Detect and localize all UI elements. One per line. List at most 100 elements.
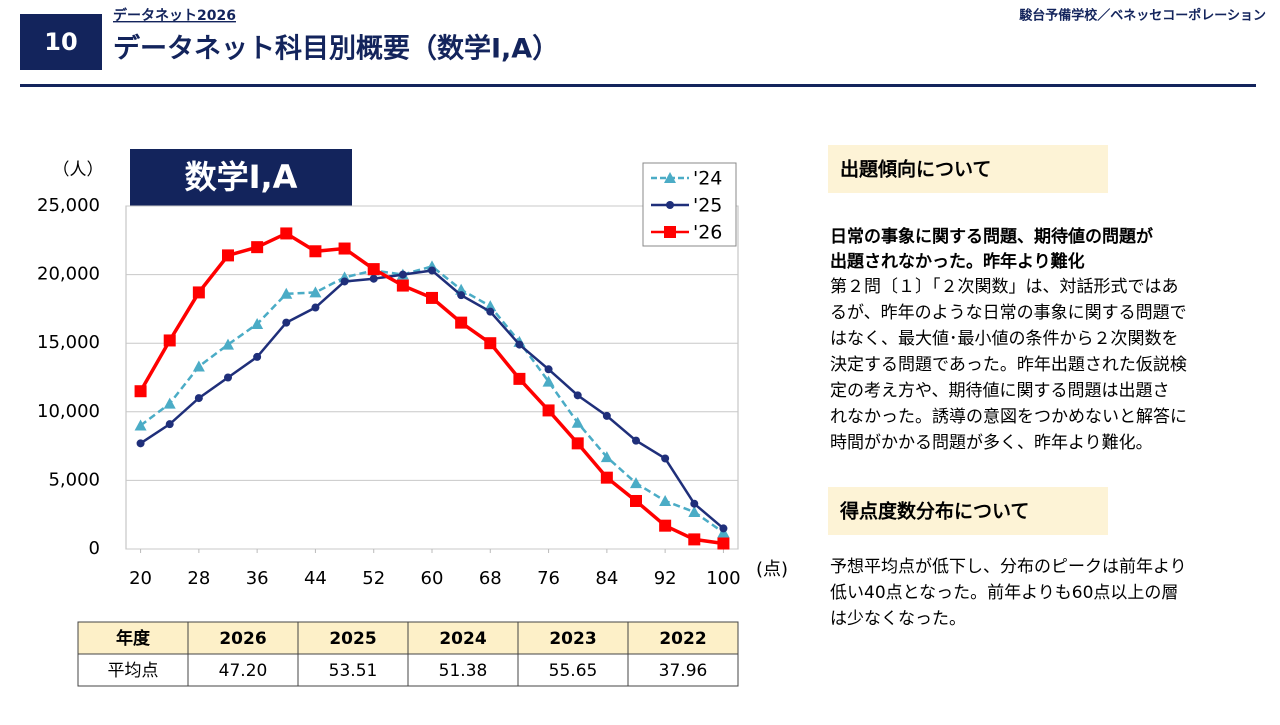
marker (163, 334, 176, 347)
marker (224, 373, 232, 382)
section-body: 低い40点となった。前年よりも60点以上の層 (830, 583, 1178, 603)
marker (661, 454, 670, 463)
marker (659, 519, 672, 532)
table-cell-text: 平均点 (108, 661, 159, 681)
marker (600, 451, 613, 463)
y-tick-label: 20,000 (37, 264, 100, 285)
section-heading: 得点度数分布について (839, 500, 1029, 523)
table-cell-text: 47.20 (219, 661, 268, 681)
line (139, 264, 725, 534)
marker (134, 419, 147, 431)
section-heading: 出題傾向について (840, 158, 991, 181)
marker (369, 274, 378, 283)
table-cell (627, 653, 739, 687)
legend-label: '24 (693, 168, 722, 190)
marker (280, 287, 293, 299)
marker (571, 437, 584, 450)
marker (136, 439, 145, 448)
marker (222, 249, 234, 262)
table-header-text: 2024 (439, 629, 486, 649)
table-header-text: 年度 (116, 628, 151, 649)
marker (338, 242, 351, 255)
marker (457, 291, 466, 300)
chart-title: 数学Ⅰ,A (185, 158, 298, 196)
source: 駿台予備学校／ベネッセコーポレーション (1019, 8, 1266, 24)
marker (690, 499, 699, 508)
y-tick-label: 15,000 (37, 332, 100, 353)
marker (426, 291, 438, 304)
section-body: 予想平均点が低下し、分布のピークは前年より (830, 557, 1187, 577)
x-tick-label: 68 (479, 568, 502, 589)
section-lead: 出題されなかった。昨年より難化 (830, 251, 1085, 272)
legend-marker (664, 172, 676, 183)
legend-marker (666, 201, 674, 209)
marker (163, 397, 176, 409)
x-tick-label: 28 (187, 568, 210, 589)
x-tick-label: 60 (421, 568, 444, 589)
slide-title: データネット科目別概要（数学Ⅰ,A） (113, 33, 559, 65)
x-tick-label: 36 (246, 568, 269, 589)
x-tick-label: 76 (537, 568, 560, 589)
marker (192, 286, 205, 299)
marker (632, 436, 640, 445)
marker (282, 318, 291, 327)
y-tick-label: 10,000 (37, 401, 100, 422)
table-cell-text: 55.65 (549, 661, 598, 681)
chart-title-box (130, 149, 352, 206)
marker (253, 352, 262, 361)
table-header-cell (297, 621, 409, 655)
marker (542, 375, 555, 387)
y-tick-label: 0 (89, 538, 100, 559)
legend-label: '26 (693, 222, 722, 244)
section-body: は少なくなった。 (830, 609, 966, 629)
section-body: るが、昨年のような日常の事象に関する問題で (830, 303, 1187, 323)
marker (659, 494, 672, 506)
marker (717, 537, 730, 550)
table-header-cell (187, 621, 299, 655)
x-tick-label: 100 (706, 568, 740, 589)
table-header-cell (77, 621, 189, 655)
marker (309, 245, 322, 258)
section-lead: 日常の事象に関する問題、期待値の問題が (830, 226, 1153, 247)
table-cell-text: 37.96 (659, 661, 708, 681)
marker (573, 391, 582, 400)
marker (484, 337, 497, 350)
marker (688, 505, 701, 517)
table-cell (77, 653, 189, 687)
marker (486, 307, 495, 316)
y-tick-label: 5,000 (48, 469, 100, 490)
x-tick-label: 44 (304, 568, 327, 589)
table-cell (297, 653, 409, 687)
marker (630, 477, 642, 489)
x-tick-label: 52 (362, 568, 385, 589)
x-tick-label: 92 (654, 568, 677, 589)
legend-label: '25 (693, 195, 722, 217)
marker (194, 394, 203, 403)
table-header-cell (627, 621, 739, 655)
section-heading-box (828, 487, 1108, 535)
table-header-text: 2026 (219, 629, 266, 649)
marker (251, 241, 264, 254)
y-tick-label: 25,000 (37, 195, 100, 216)
table-header-text: 2022 (659, 629, 706, 649)
section-body: 第２問〔１〕「２次関数」は、対話形式ではあ (830, 277, 1179, 297)
marker (544, 365, 553, 374)
marker (571, 416, 584, 428)
marker (513, 372, 526, 385)
marker (688, 533, 701, 546)
marker (311, 303, 320, 312)
number-box (20, 14, 102, 70)
marker (542, 404, 555, 417)
x-tick-label: 20 (129, 568, 152, 589)
marker (340, 277, 349, 286)
series (136, 266, 728, 533)
table-header-text: 2025 (329, 629, 376, 649)
y-axis-label: （人） (53, 160, 104, 180)
x-tick-label: 84 (595, 568, 618, 589)
line (139, 269, 725, 530)
marker (367, 263, 380, 276)
table-header-text: 2023 (549, 629, 596, 649)
marker (455, 316, 468, 329)
